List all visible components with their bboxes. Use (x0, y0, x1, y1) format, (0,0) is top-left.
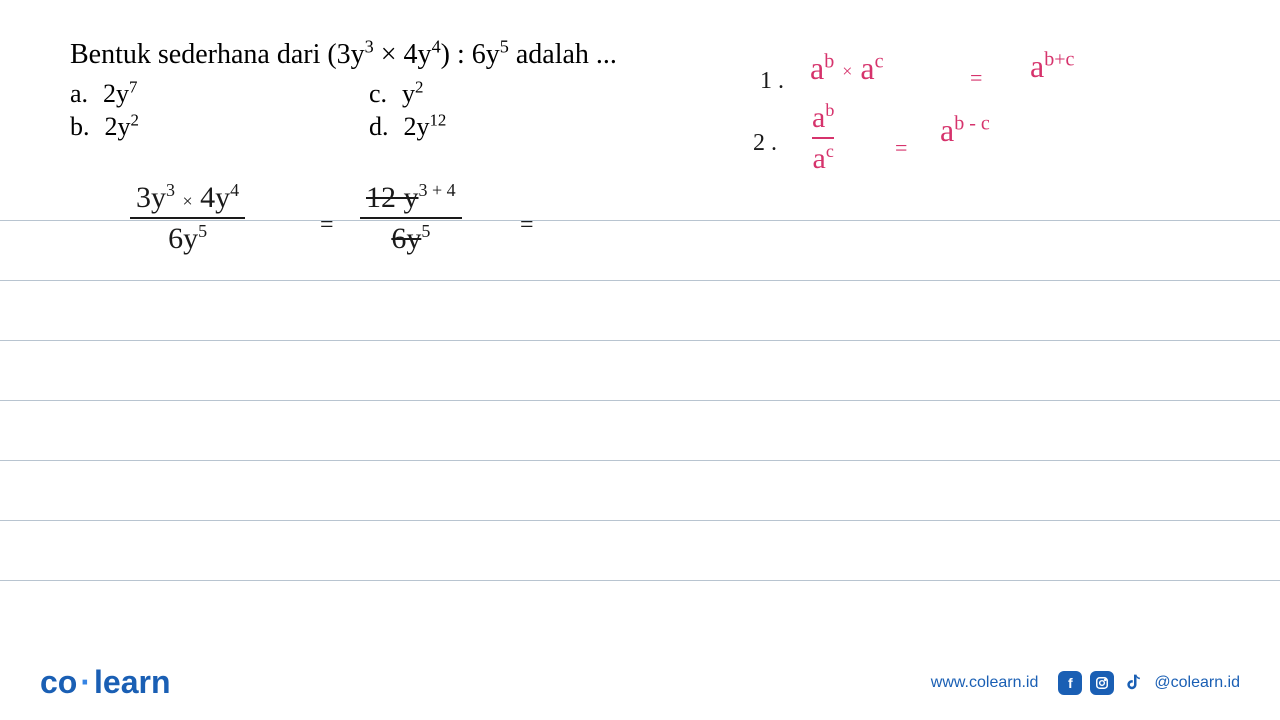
prompt-exp: 4 (432, 37, 441, 57)
work-num3: 12 y (366, 181, 419, 214)
option-exp: 12 (429, 111, 446, 130)
work-den1: 6y (168, 222, 198, 255)
prompt-text: adalah ... (509, 39, 617, 70)
rule2-eq: = (895, 135, 907, 161)
rule1-times: × (842, 61, 852, 81)
option-value: y2 (402, 79, 423, 109)
footer: co·learn www.colearn.id f @colearn.id (0, 645, 1280, 720)
option-value: 2y7 (103, 79, 137, 109)
tiktok-icon (1122, 671, 1146, 695)
option-base: 2y (105, 112, 131, 141)
rule1-rhs-a: a (1030, 48, 1044, 84)
option-value: 2y12 (403, 112, 446, 142)
option-col-left: a. 2y7 b. 2y2 (70, 79, 139, 142)
prompt-exp: 5 (500, 37, 509, 57)
prompt-text: × 4y (374, 39, 432, 70)
rule2-num-a: a (812, 101, 825, 134)
work-fraction-1: 3y3 × 4y4 6y5 (130, 180, 245, 256)
option-label: a. (70, 79, 88, 109)
rule2-rhs: ab - c (940, 112, 990, 149)
rule1-a1: a (810, 50, 824, 86)
prompt-text: Bentuk sederhana dari (3y (70, 39, 365, 70)
option-exp: 2 (131, 111, 139, 130)
logo-dot: · (80, 664, 91, 700)
rule2-den-c: c (826, 141, 834, 161)
option-base: 2y (103, 79, 129, 108)
option-base: y (402, 79, 415, 108)
work-den2: 6y (391, 222, 421, 255)
logo-learn: learn (94, 664, 170, 700)
rule2-fraction: ab ac (812, 100, 834, 176)
option-b: b. 2y2 (70, 112, 139, 142)
work-den1-exp: 5 (198, 221, 207, 241)
facebook-icon: f (1058, 671, 1082, 695)
option-exp: 7 (129, 78, 137, 97)
work-eq1: = (320, 212, 334, 239)
social-icons: f @colearn.id (1058, 671, 1240, 695)
option-label: b. (70, 112, 90, 142)
rule2-number: 2 . (753, 130, 777, 157)
footer-right: www.colearn.id f @colearn.id (931, 671, 1240, 695)
work-num1-exp: 3 (166, 180, 175, 200)
rule1-rhs: ab+c (1030, 48, 1074, 85)
content-area: Bentuk sederhana dari (3y3 × 4y4) : 6y5 … (0, 0, 1280, 645)
work-times: × (183, 191, 193, 211)
option-col-right: c. y2 d. 2y12 (369, 79, 446, 142)
rule1-a2: a (860, 50, 874, 86)
rule2-den-a: a (813, 142, 826, 175)
logo-co: co (40, 664, 77, 700)
social-handle: @colearn.id (1154, 674, 1240, 692)
rule1-rhs-exp: b+c (1044, 48, 1074, 70)
option-base: 2y (403, 112, 429, 141)
instagram-icon (1090, 671, 1114, 695)
brand-logo: co·learn (40, 664, 170, 701)
option-d: d. 2y12 (369, 112, 446, 142)
rule1-c: c (875, 50, 884, 72)
website-url: www.colearn.id (931, 674, 1039, 692)
option-exp: 2 (415, 78, 423, 97)
fraction-line (360, 217, 462, 219)
prompt-text: ) : 6y (441, 39, 500, 70)
work-den2-exp: 5 (421, 221, 430, 241)
prompt-exp: 3 (365, 37, 374, 57)
option-label: d. (369, 112, 389, 142)
fraction-line (130, 217, 245, 219)
option-c: c. y2 (369, 79, 446, 109)
option-a: a. 2y7 (70, 79, 139, 109)
work-num1: 3y (136, 181, 166, 214)
option-label: c. (369, 79, 387, 109)
rule2-num-b: b (825, 100, 834, 120)
option-value: 2y2 (105, 112, 139, 142)
rule1-number: 1 . (760, 68, 784, 95)
rule1-eq: = (970, 65, 982, 91)
rule1-lhs: ab × ac (810, 50, 883, 87)
work-fraction-2: 12 y3 + 4 6y5 (360, 180, 462, 256)
work-eq2: = (520, 212, 534, 239)
rule1-b: b (824, 50, 834, 72)
work-num2-exp: 4 (230, 180, 239, 200)
rule2-rhs-a: a (940, 112, 954, 148)
work-num2: 4y (200, 181, 230, 214)
fraction-line (812, 137, 834, 139)
options-container: a. 2y7 b. 2y2 c. y2 d. 2y12 (70, 79, 1210, 142)
rule2-rhs-exp: b - c (954, 112, 990, 134)
work-num3-exp: 3 + 4 (419, 180, 456, 200)
